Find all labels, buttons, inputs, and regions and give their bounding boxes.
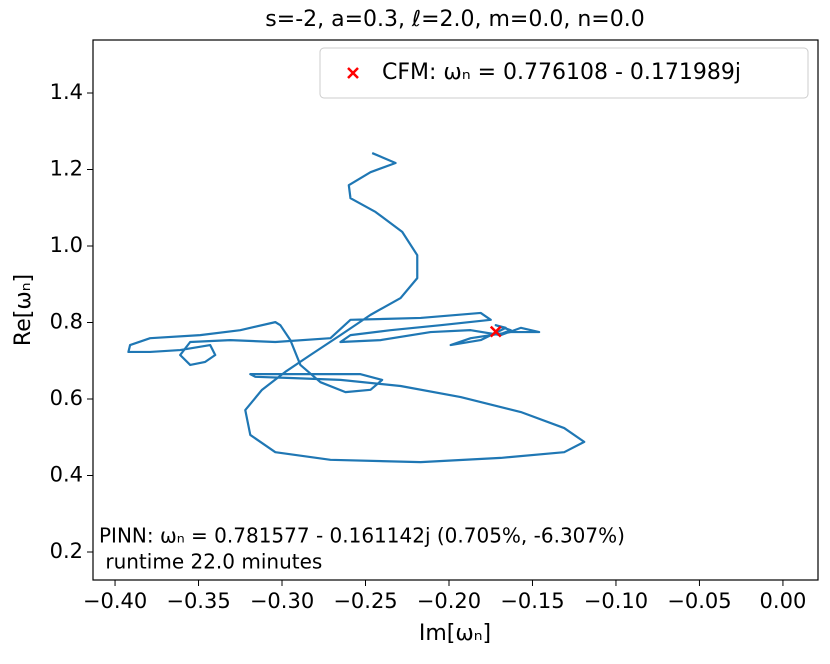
x-tick-label: −0.10 <box>584 589 648 613</box>
y-tick-label: 0.4 <box>50 463 83 487</box>
plot-frame <box>92 39 819 581</box>
x-tick-label: −0.15 <box>500 589 564 613</box>
trajectory-line <box>127 152 586 464</box>
y-tick-label: 1.4 <box>50 80 83 104</box>
y-tick-label: 0.2 <box>50 539 83 563</box>
y-tick-label: 0.8 <box>50 310 83 334</box>
x-tick-label: −0.30 <box>250 589 314 613</box>
x-tick-label: −0.35 <box>166 589 230 613</box>
legend-box <box>319 47 809 99</box>
legend-label: CFM: ωₙ = 0.776108 - 0.171989j <box>382 60 741 85</box>
x-tick-label: −0.20 <box>417 589 481 613</box>
y-tick-label: 1.0 <box>50 233 83 257</box>
x-tick-label: 0.00 <box>760 589 807 613</box>
chart-title: s=-2, a=0.3, ℓ=2.0, m=0.0, n=0.0 <box>265 7 644 32</box>
legend-marker <box>347 67 359 79</box>
x-tick-label: −0.40 <box>83 589 147 613</box>
y-tick-label: 1.2 <box>50 157 83 181</box>
annotation: runtime 22.0 minutes <box>99 550 322 574</box>
y-axis-label: Re[ωₙ] <box>11 274 36 346</box>
annotation: PINN: ωₙ = 0.781577 - 0.161142j (0.705%,… <box>99 524 625 548</box>
marker-x <box>489 325 502 338</box>
x-axis-label: Im[ωₙ] <box>419 621 491 646</box>
x-tick-label: −0.25 <box>333 589 397 613</box>
y-tick-label: 0.6 <box>50 386 83 410</box>
x-tick-label: −0.05 <box>667 589 731 613</box>
